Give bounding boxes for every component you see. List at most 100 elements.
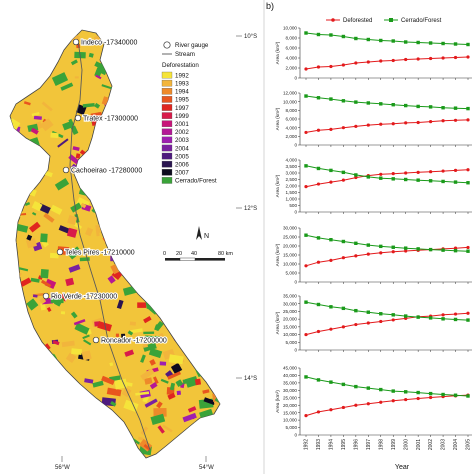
cerrado-point [379,312,383,316]
cerrado-point [366,101,371,105]
land-cover-patch [48,445,62,453]
cerrado-series-line [305,234,469,252]
land-cover-patch [151,122,159,127]
land-cover-patch [152,376,159,385]
land-cover-patch [150,70,157,76]
cerrado-point [316,96,321,100]
land-cover-patch [49,252,59,259]
land-cover-patch [109,132,117,139]
land-cover-patch [24,201,31,207]
legend-class-label: 1999 [175,113,189,120]
deforested-point [391,250,395,254]
cerrado-point [453,42,458,46]
cerrado-point [304,31,308,35]
deforested-point [329,64,333,69]
deforested-point [316,182,321,186]
legend-class-label: 2003 [175,137,189,144]
land-cover-patch [87,163,96,167]
land-cover-patch [201,51,211,60]
stream-label: Stream [175,51,195,58]
land-cover-patch [17,415,31,428]
land-cover-patch [176,390,182,396]
land-cover-patch [62,436,78,450]
deforested-series-line [305,56,469,70]
land-cover-patch [143,331,155,335]
land-cover-patch [32,211,37,216]
cerrado-point [441,179,445,184]
land-cover-patch [88,52,94,58]
land-cover-patch [169,190,176,197]
land-cover-patch [202,389,210,394]
land-cover-patch [212,218,220,229]
land-cover-patch [112,188,125,200]
land-cover-patch [28,340,42,350]
land-cover-patch [94,197,103,202]
land-cover-patch [106,387,122,397]
land-cover-patch [75,153,81,159]
land-cover-patch [174,216,190,230]
cerrado-point [453,248,458,253]
land-cover-patch [183,317,197,330]
deforested-point [329,258,333,262]
y-tick-label: 35,000 [283,380,297,385]
land-cover-patch [35,405,45,414]
river-gauge-marker [74,114,82,122]
deforested-point [304,67,308,71]
cerrado-point [341,382,346,387]
deforested-point [304,264,308,268]
cerrado-point [379,387,383,392]
legend-swatch [161,88,173,95]
y-tick-label: 4,000 [286,56,298,61]
y-tick-label: 25,000 [283,395,297,400]
x-tick-label: 2003 [441,439,447,450]
cerrado-point [379,38,383,43]
land-cover-patch [125,190,135,198]
deforested-point [416,57,420,61]
cerrado-point [304,375,308,379]
y-tick-label: 2,000 [286,134,298,139]
x-tick-label: 2001 [416,439,422,450]
land-cover-patch [28,221,41,233]
land-cover-patch [198,243,211,252]
y-tick-label: 0 [294,280,297,285]
scale-label: 80 km [218,251,233,257]
y-tick-label: 45,000 [283,366,297,371]
cerrado-point [416,178,420,182]
land-cover-patch [205,371,212,378]
legend-class-label: 2001 [175,121,189,128]
land-cover-patch [189,159,205,172]
land-cover-patch [21,38,30,44]
deforested-point [366,321,370,325]
land-cover-patch [202,50,214,58]
land-cover-patch [40,427,50,432]
land-cover-patch [94,102,101,109]
land-cover-patch [60,82,74,91]
land-cover-patch [179,331,194,339]
land-cover-patch [209,438,218,442]
land-cover-patch [20,142,32,152]
land-cover-patch [112,49,118,57]
land-cover-patch [160,378,169,384]
land-cover-patch [213,133,220,141]
land-cover-patch [130,97,137,102]
land-cover-patch [80,202,87,209]
deforested-point [341,63,345,67]
y-tick-label: 6,000 [286,117,298,122]
deforested-point [404,57,408,62]
land-cover-patch [161,210,169,218]
deforested-point [391,318,395,322]
land-cover-patch [159,361,167,366]
deforested-point [429,56,433,61]
land-cover-patch [199,196,213,206]
land-cover-patch [170,278,183,286]
cerrado-point [329,238,333,242]
legend-class-label: 1997 [175,105,189,112]
river-gauge-marker [72,38,80,46]
land-cover-patch [51,39,59,47]
land-cover-patch [115,333,119,337]
deforested-point [404,121,408,125]
y-tick-label: 8,000 [286,36,298,41]
land-cover-patch [96,453,103,456]
legend-classes: 1992 199319941995199719992001200220032004… [161,71,217,185]
